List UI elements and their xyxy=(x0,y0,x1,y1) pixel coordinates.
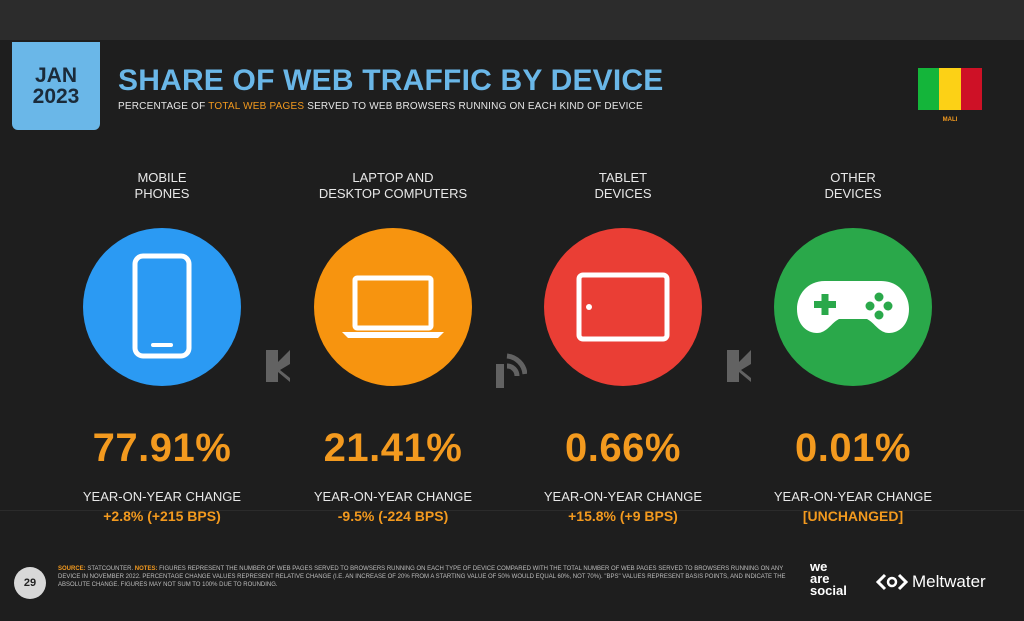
device-column-other: OTHER DEVICES 0.01% YEAR-ON-YEAR CHANGE … xyxy=(743,170,963,524)
device-label-line2: DESKTOP COMPUTERS xyxy=(318,186,468,201)
device-label-line1: TABLET xyxy=(598,170,648,185)
page-subtitle: PERCENTAGE OF TOTAL WEB PAGES SERVED TO … xyxy=(118,101,643,112)
date-year: 2023 xyxy=(32,85,80,108)
flag-stripe-yellow xyxy=(939,68,961,110)
device-label-line2: PHONES xyxy=(134,186,190,201)
date-badge: JAN 2023 xyxy=(12,42,100,130)
meltwater-wordmark: Meltwater xyxy=(912,572,986,591)
flag-stripe-red xyxy=(960,68,982,110)
device-label: TABLET DEVICES xyxy=(513,170,733,204)
yoy-change: [UNCHANGED] xyxy=(802,508,904,524)
we-are-social-logo: we are social xyxy=(810,559,847,598)
yoy-label: YEAR-ON-YEAR CHANGE xyxy=(313,489,473,504)
subtitle-post: SERVED TO WEB BROWSERS RUNNING ON EACH K… xyxy=(304,101,643,112)
country-label: MALI xyxy=(942,117,958,123)
yoy-change: +2.8% (+215 BPS) xyxy=(103,508,221,524)
gamepad-icon xyxy=(797,281,909,333)
laptop-icon xyxy=(342,275,444,338)
device-share-value: 0.66% xyxy=(565,426,681,470)
notes-text: FIGURES REPRESENT THE NUMBER OF WEB PAGE… xyxy=(58,566,786,588)
device-label-line1: LAPTOP AND xyxy=(352,170,434,185)
yoy-change: +15.8% (+9 BPS) xyxy=(568,508,678,524)
device-circle xyxy=(314,228,472,386)
device-circle xyxy=(774,228,932,386)
device-label: MOBILE PHONES xyxy=(52,170,272,204)
meltwater-mark-icon xyxy=(876,573,908,591)
device-circle xyxy=(83,228,241,386)
meltwater-logo: Meltwater xyxy=(876,572,986,592)
kepios-logo-icon xyxy=(266,350,290,382)
yoy-label: YEAR-ON-YEAR CHANGE xyxy=(543,489,703,504)
source-text: STATCOUNTER. xyxy=(85,566,135,572)
yoy-label: YEAR-ON-YEAR CHANGE xyxy=(773,489,933,504)
yoy-change: -9.5% (-224 BPS) xyxy=(337,508,449,524)
device-label-line2: DEVICES xyxy=(594,186,652,201)
top-bar xyxy=(0,0,1024,40)
device-label-line1: MOBILE xyxy=(137,170,187,185)
kepios-logo-icon xyxy=(727,350,751,382)
page-title: SHARE OF WEB TRAFFIC BY DEVICE xyxy=(118,64,664,97)
footer-divider xyxy=(0,510,1024,511)
device-label: OTHER DEVICES xyxy=(743,170,963,204)
brand-line: are xyxy=(810,571,830,586)
device-column-mobile: MOBILE PHONES 77.91% YEAR-ON-YEAR CHANGE… xyxy=(52,170,272,524)
brand-line: we xyxy=(810,559,828,574)
notes-label: NOTES: xyxy=(134,566,158,572)
device-column-tablet: TABLET DEVICES 0.66% YEAR-ON-YEAR CHANGE… xyxy=(513,170,733,524)
yoy-label: YEAR-ON-YEAR CHANGE xyxy=(82,489,242,504)
device-label: LAPTOP AND DESKTOP COMPUTERS xyxy=(283,170,503,204)
subtitle-highlight: TOTAL WEB PAGES xyxy=(208,101,305,112)
device-label-line1: OTHER xyxy=(830,170,876,185)
device-share-value: 0.01% xyxy=(795,426,911,470)
flag-stripe-green xyxy=(918,68,940,110)
subtitle-pre: PERCENTAGE OF xyxy=(118,101,209,112)
device-label-line2: DEVICES xyxy=(824,186,882,201)
brand-line: social xyxy=(810,583,847,598)
country-flag xyxy=(918,68,982,110)
device-circle xyxy=(544,228,702,386)
page-number: 29 xyxy=(14,567,46,599)
tablet-icon xyxy=(576,272,670,342)
device-share-value: 77.91% xyxy=(92,426,232,470)
footnotes: SOURCE: STATCOUNTER. NOTES: FIGURES REPR… xyxy=(58,565,788,589)
mobile-phone-icon xyxy=(132,253,192,359)
device-column-laptop: LAPTOP AND DESKTOP COMPUTERS 21.41% YEAR… xyxy=(283,170,503,524)
device-share-value: 21.41% xyxy=(323,426,463,470)
source-label: SOURCE: xyxy=(58,566,86,572)
date-month: JAN xyxy=(34,64,77,87)
datareportal-logo-icon xyxy=(496,353,527,388)
